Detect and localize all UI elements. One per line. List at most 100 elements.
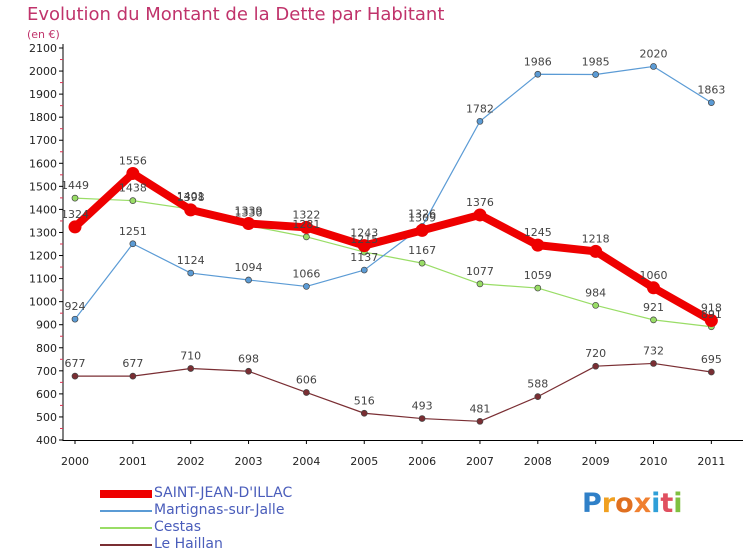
data-label: 698 [238,352,259,365]
legend-swatch [100,526,152,529]
data-label: 1339 [235,204,263,217]
data-point [650,63,657,70]
data-point [303,283,310,290]
legend-label: SAINT-JEAN-D'ILLAC [154,485,293,501]
logo-letter: t [660,488,674,519]
data-label: 1985 [582,56,610,69]
x-tick-label: 2002 [177,455,205,468]
x-tick-label: 2000 [61,455,89,468]
y-tick-label: 1600 [29,157,57,170]
data-label: 1376 [466,196,494,209]
data-point [476,417,484,425]
x-tick-label: 2011 [697,455,725,468]
data-label: 2020 [640,47,668,60]
data-point [704,314,718,328]
x-tick-label: 2004 [292,455,320,468]
data-point [242,216,256,230]
data-point [71,315,79,323]
data-point [650,316,657,324]
logo-letter: i [651,488,661,519]
data-label: 1326 [408,207,436,220]
chart-subtitle: (en €) [27,28,60,41]
data-point [589,244,603,258]
data-point [592,71,600,78]
data-label: 710 [180,350,201,363]
legend-label: Cestas [154,519,202,535]
logo-letter: x [633,488,652,519]
data-label: 921 [643,301,664,314]
y-tick-label: 1800 [29,111,57,124]
data-point [531,238,545,252]
data-point [534,284,542,292]
data-point [476,280,484,288]
data-label: 1324 [61,208,89,221]
data-label: 984 [585,286,606,299]
logo-letter: o [615,488,634,519]
y-tick-label: 1200 [29,250,57,263]
data-label: 1137 [350,251,378,264]
data-point [126,166,140,180]
data-label: 1438 [119,182,147,195]
data-point [592,362,600,370]
y-tick-label: 1400 [29,203,57,216]
y-tick-label: 500 [36,411,57,424]
logo-letter: r [601,488,616,519]
data-label: 606 [296,373,317,386]
data-label: 1322 [292,208,320,221]
data-point [245,276,252,284]
data-label: 1251 [119,225,147,238]
data-label: 924 [65,300,86,313]
data-label: 516 [354,394,375,407]
y-tick-label: 900 [36,319,57,332]
data-point [360,409,368,417]
data-point [476,117,484,125]
data-label: 1167 [408,244,436,257]
data-label: 588 [527,378,548,391]
y-tick-label: 1000 [29,296,57,309]
y-tick-label: 1900 [29,88,57,101]
y-tick-label: 600 [36,388,57,401]
data-label: 1245 [524,226,552,239]
data-label: 1782 [466,102,494,115]
data-point [534,70,542,78]
data-label: 1556 [119,154,147,167]
data-point [187,269,195,277]
y-tick-label: 400 [36,434,57,447]
x-tick-label: 2003 [235,455,263,468]
legend-label: Martignas-sur-Jalle [154,502,285,518]
data-point [647,281,660,295]
chart-title: Evolution du Montant de la Dette par Hab… [27,4,445,25]
line-chart: 400 500 600 700 800 900 1000 1100 1200 1300 1400 15… [29,42,743,468]
y-tick-label: 1700 [29,134,57,147]
data-label: 1281 [292,218,320,231]
x-tick-label: 2008 [524,455,552,468]
data-point [129,197,137,204]
data-point [473,208,487,222]
data-label: 677 [122,357,143,370]
data-point [71,372,79,380]
data-label: 481 [469,402,490,415]
y-tick-label: 1500 [29,180,57,193]
data-point [129,240,137,248]
data-label: 1060 [640,269,668,282]
data-label: 891 [701,308,722,321]
data-point [357,239,371,253]
data-point [184,203,198,217]
x-tick-label: 2007 [466,455,494,468]
data-point [707,368,715,376]
data-point [303,389,310,396]
data-label: 1309 [408,211,436,224]
data-point [71,194,79,202]
data-point [592,301,600,309]
data-label: 1059 [524,269,552,282]
data-point [129,372,137,380]
y-tick-label: 2000 [29,65,57,78]
series-line [74,65,712,320]
logo-letter: P [582,488,602,519]
y-tick-label: 700 [36,365,57,378]
data-point [418,259,426,267]
data-point [245,367,252,375]
legend-swatch [100,509,152,512]
data-label: 918 [701,302,722,315]
data-label: 1124 [177,254,205,267]
